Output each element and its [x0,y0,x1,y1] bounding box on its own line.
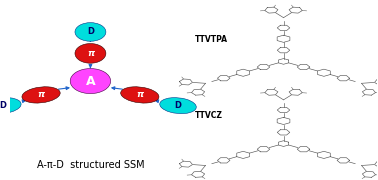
Text: π: π [37,90,45,99]
Text: π: π [87,49,94,58]
Text: π: π [136,90,143,99]
Ellipse shape [121,87,159,103]
Ellipse shape [75,44,106,63]
Ellipse shape [0,98,21,114]
Ellipse shape [22,87,60,103]
Text: D: D [87,28,94,37]
Text: D: D [175,101,181,110]
Text: TTVTPA: TTVTPA [195,35,228,44]
Ellipse shape [160,98,196,114]
Text: A: A [85,75,95,87]
Ellipse shape [75,23,106,41]
Text: A-π-D  structured SSM: A-π-D structured SSM [37,160,144,170]
Ellipse shape [70,69,111,94]
Text: D: D [0,101,6,110]
Text: TTVCZ: TTVCZ [195,111,223,120]
